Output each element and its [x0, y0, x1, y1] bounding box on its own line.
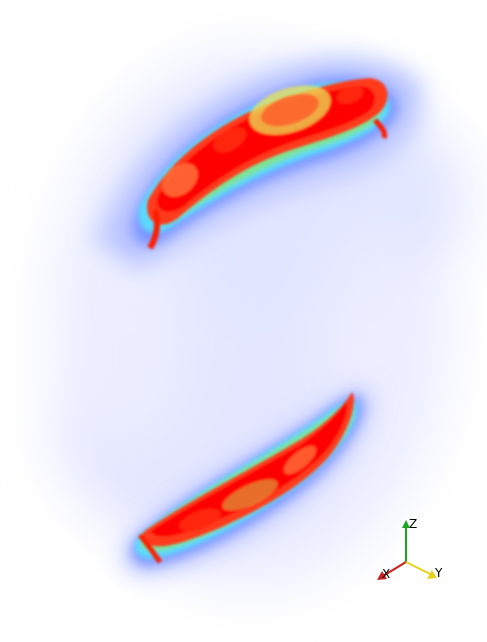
x-axis-arrow-icon	[377, 571, 387, 580]
upper-density-band	[91, 55, 428, 269]
orientation-axes-widget: Z X Y	[377, 517, 443, 581]
x-axis-line	[382, 561, 407, 577]
y-axis-label: Y	[434, 566, 443, 580]
lower-density-band	[122, 388, 372, 576]
y-axis-line	[405, 561, 431, 575]
z-axis-label: Z	[409, 517, 417, 531]
y-axis-arrow-icon	[427, 570, 437, 579]
z-axis-arrow-icon	[402, 520, 410, 528]
x-axis-label: X	[382, 567, 390, 581]
